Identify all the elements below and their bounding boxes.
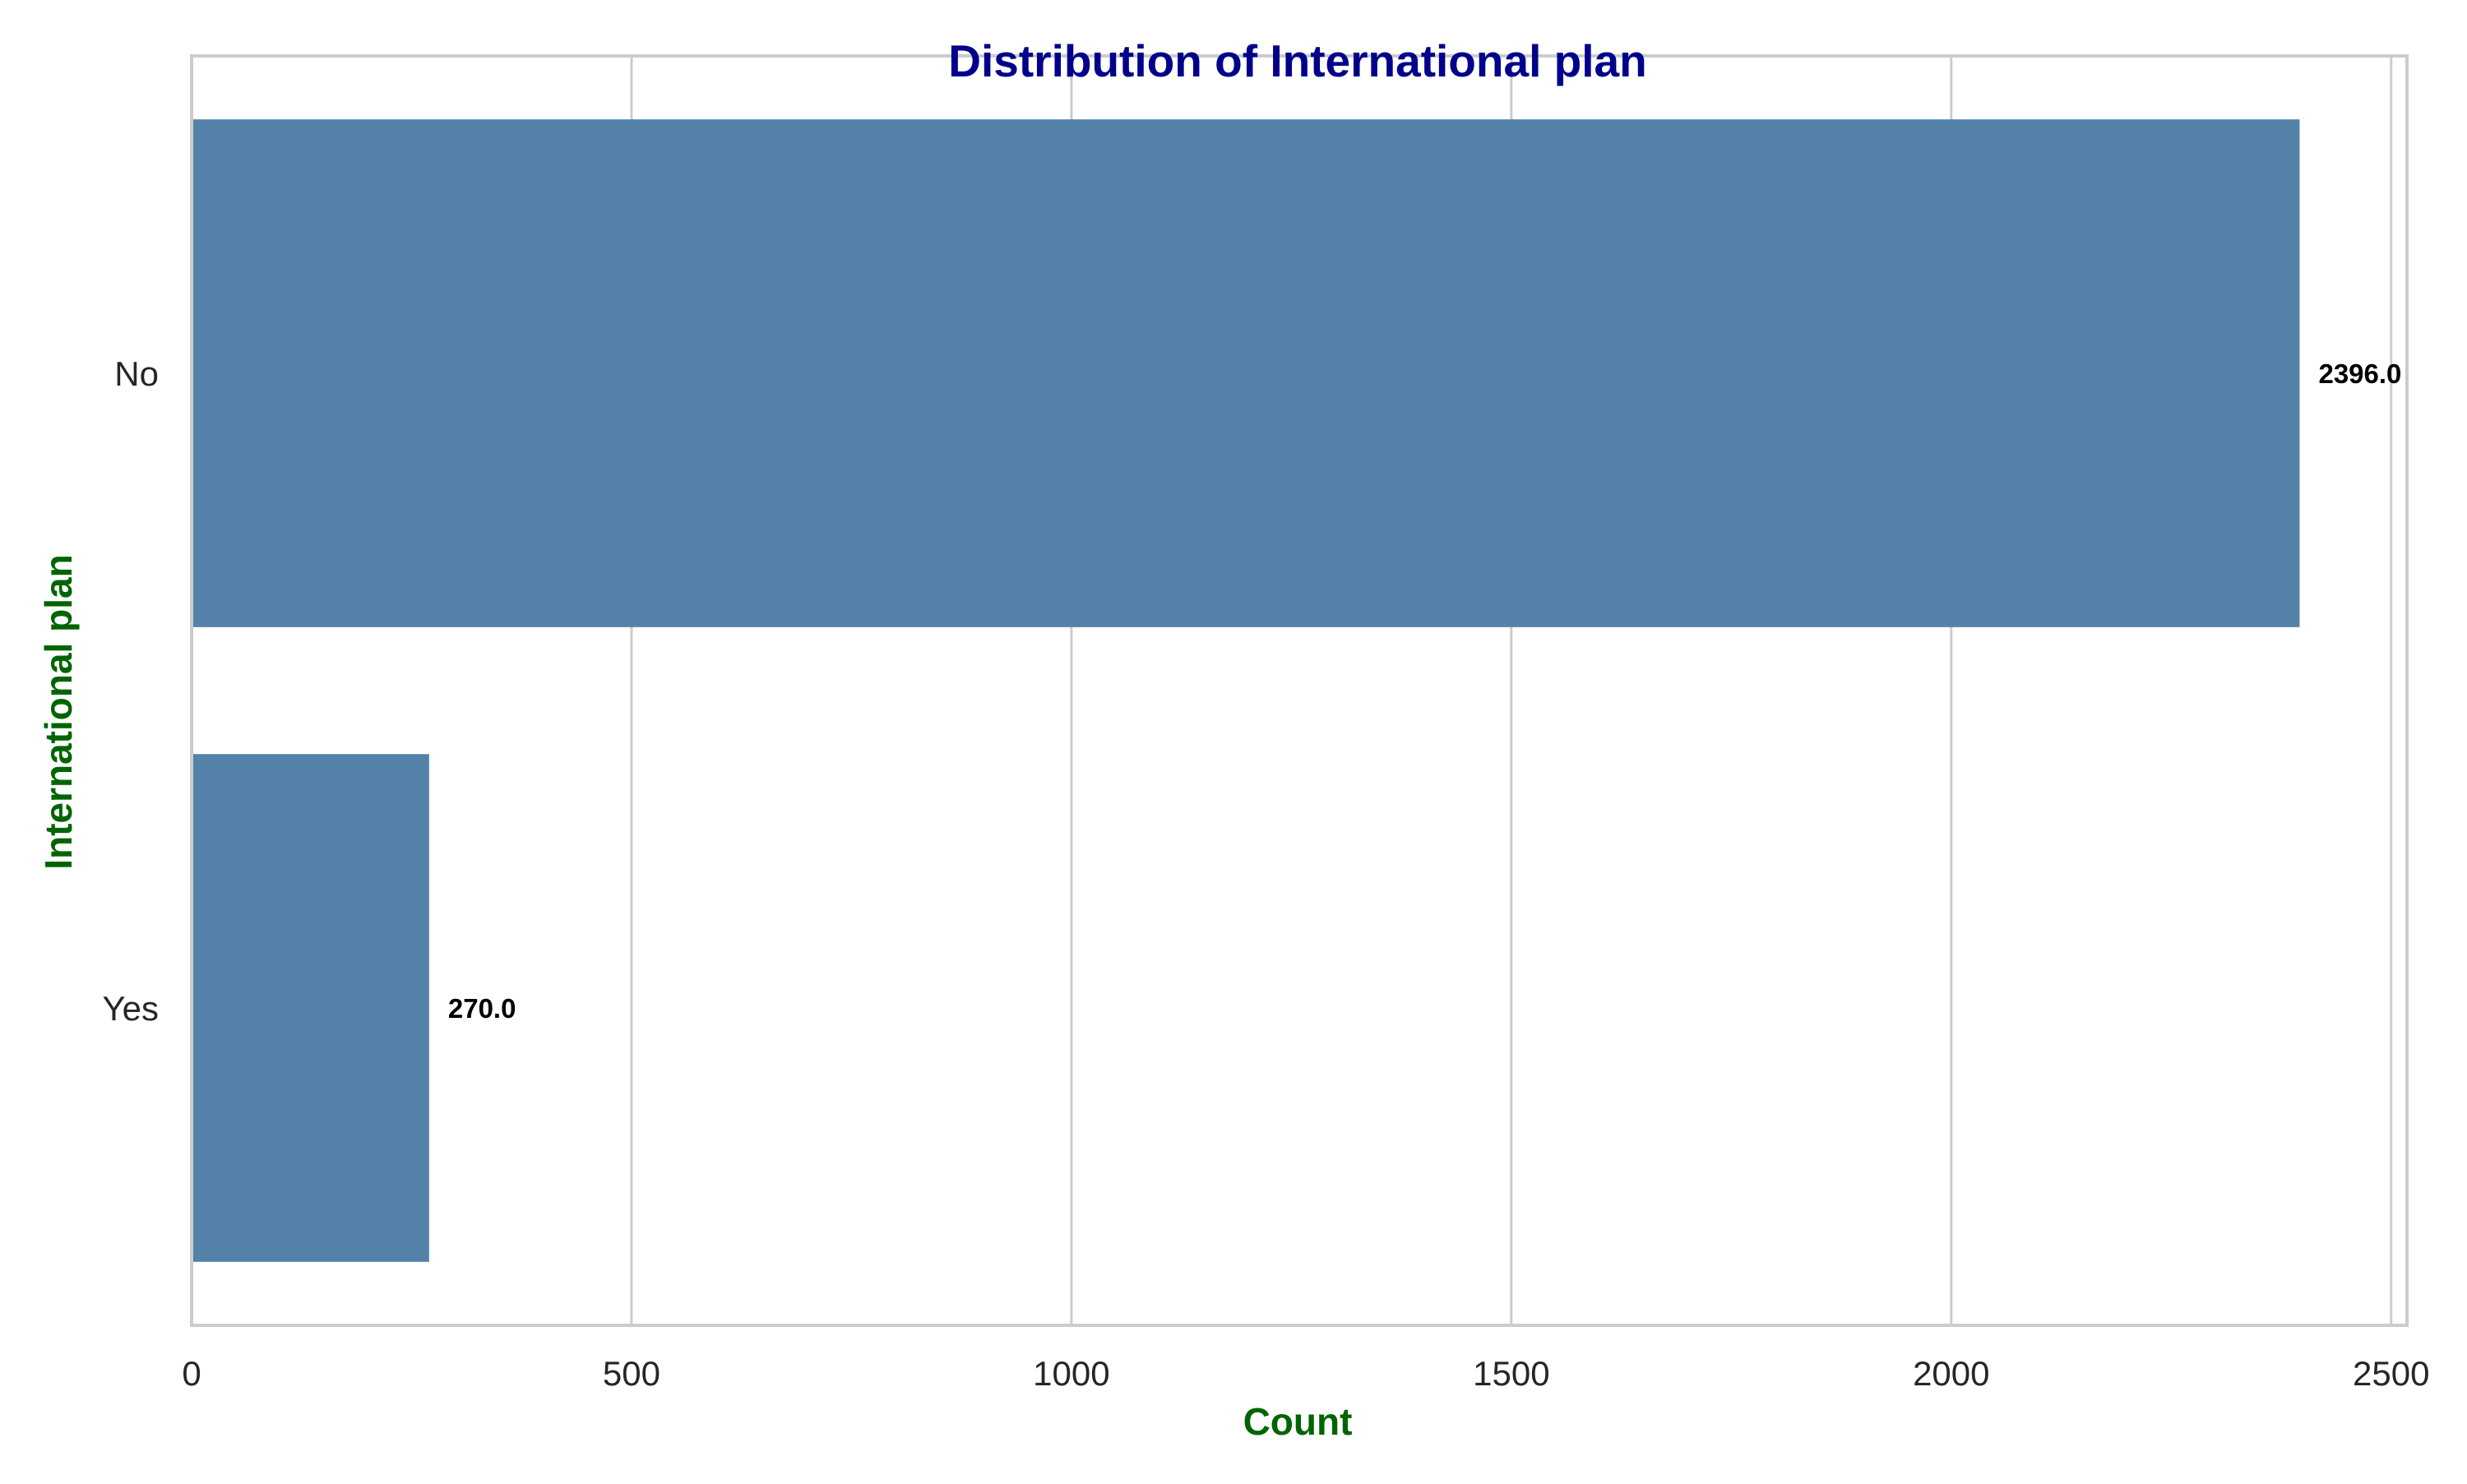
plot-frame <box>190 54 2409 1327</box>
x-tick-label: 1500 <box>1473 1354 1549 1393</box>
y-axis-ticks: No Yes <box>102 354 159 1028</box>
x-tick-label: 500 <box>603 1354 660 1393</box>
y-tick-label: No <box>114 354 159 393</box>
x-axis-label: Count <box>1243 1400 1353 1443</box>
y-tick-label: Yes <box>102 989 159 1028</box>
bar-yes <box>192 754 429 1262</box>
chart-title: Distribution of International plan <box>948 35 1646 86</box>
x-tick-label: 0 <box>182 1354 201 1393</box>
bar-value-label: 270.0 <box>448 993 516 1024</box>
x-tick-label: 2000 <box>1913 1354 1989 1393</box>
bar-value-labels: 2396.0 270.0 <box>448 358 2402 1024</box>
bar-no <box>192 119 2300 627</box>
y-axis-label: International plan <box>37 554 80 869</box>
x-tick-label: 2500 <box>2353 1354 2429 1393</box>
bar-value-label: 2396.0 <box>2318 358 2401 389</box>
bars <box>192 119 2300 1262</box>
x-tick-label: 1000 <box>1033 1354 1109 1393</box>
x-axis-ticks: 0 500 1000 1500 2000 2500 <box>182 1354 2429 1393</box>
